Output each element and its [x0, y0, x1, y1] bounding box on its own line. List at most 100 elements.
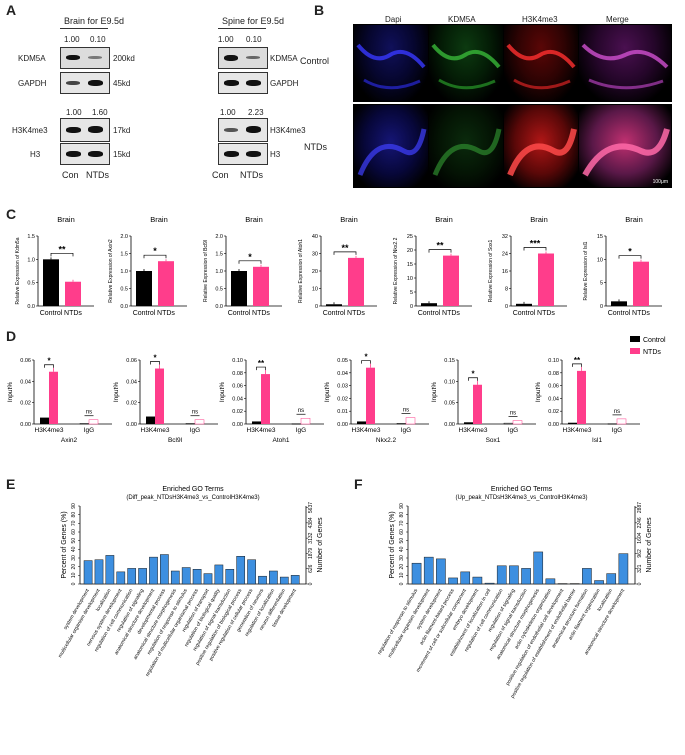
y-axis-label: Relative Expression of Kdm5a	[15, 237, 21, 304]
x-tick-label: Control	[418, 310, 441, 317]
significance-marker: *	[248, 252, 252, 262]
h3k4me3-ratio-spine-ntds: 2.23	[248, 108, 264, 117]
go-bar	[127, 568, 137, 585]
y-axis-label: Relative Expression of Atoh1	[298, 239, 304, 303]
y-tick-label: 2.0	[215, 234, 223, 240]
significance-marker: ns	[614, 409, 620, 415]
kdm5a-ratio-spine-con: 1.00	[218, 35, 234, 44]
y-axis-label: Relative Expression of Nkx2.2	[393, 237, 399, 304]
x-tick-label: H3K4me3	[247, 427, 276, 434]
gene-label: Sox1	[486, 437, 501, 444]
y-tick-label: 30	[312, 252, 318, 258]
spine-blot-title: Spine for E9.5d	[222, 16, 285, 26]
x-tick-label: IgG	[508, 427, 518, 434]
y-tick-label: 0.04	[232, 396, 243, 402]
y-tick-label: 1.5	[27, 234, 35, 240]
significance-marker: ***	[530, 239, 541, 249]
blot-kdm5a-spine	[218, 47, 268, 69]
y-tick-label: 30	[399, 555, 405, 561]
y-axis-label: Relative Expression of Sox1	[488, 240, 494, 303]
go-bar	[509, 565, 519, 585]
chart-title: Enriched GO Terms	[491, 486, 553, 493]
y-tick-label: 0.00	[20, 422, 31, 428]
col-header-kdm5a: KDM5A	[448, 15, 476, 24]
bar-ntds-igg	[300, 417, 311, 425]
y2-tick-label: 0	[308, 582, 314, 585]
y-tick-label: 60	[399, 529, 405, 535]
y-tick-label: 5	[600, 281, 603, 287]
y-axis-label: Relative Expression of Isl1	[583, 241, 589, 300]
panel-label-d: D	[6, 328, 17, 344]
bar-ntds-h3k4me3	[577, 370, 586, 424]
y2-tick-label: 2887	[637, 502, 643, 513]
y-axis-label: Percent of Genes (%)	[389, 511, 396, 578]
y-tick-label: 1.0	[215, 269, 223, 275]
y-tick-label: 20	[312, 269, 318, 275]
blot-label-gapdh: GAPDH	[18, 79, 47, 88]
go-bar	[170, 570, 180, 585]
y-tick-label: 0.10	[548, 358, 559, 364]
blot-label-gapdh-right: GAPDH	[270, 79, 299, 88]
row-label-ntds: NTDs	[304, 142, 327, 152]
bar-control-h3k4me3	[464, 422, 473, 424]
blot-label-h3k4me3-right: H3K4me3	[270, 126, 306, 135]
y-tick-label: 1.0	[120, 269, 128, 275]
y2-axis-label: Number of Genes	[646, 517, 653, 573]
y-tick-label: 0.5	[120, 287, 128, 293]
x-tick-label: NTDs	[64, 310, 82, 317]
bar-control-igg	[396, 423, 407, 425]
col-header-merge: Merge	[606, 15, 629, 24]
go-bar	[569, 583, 580, 585]
bar-ntds	[443, 255, 459, 306]
blot-h3-brain	[60, 143, 110, 165]
x-tick-label: NTDs	[537, 310, 555, 317]
significance-bracket	[50, 252, 74, 257]
go-bar	[448, 577, 458, 585]
y-tick-label: 25	[407, 234, 413, 240]
y-tick-label: 0.08	[232, 371, 243, 377]
y-tick-label: 0.02	[548, 409, 559, 415]
go-bar	[269, 570, 278, 585]
bar-control-h3k4me3	[568, 422, 577, 424]
blot-label-kdm5a-right: KDM5A	[270, 54, 298, 63]
go-bar	[214, 564, 224, 585]
y-tick-label: 0.06	[548, 384, 559, 390]
chart-title: Brain	[530, 215, 548, 224]
scale-bar-label: 100μm	[652, 179, 668, 185]
micrograph-ntds-dapi	[353, 104, 429, 188]
brain-title-underline	[60, 28, 108, 29]
x-tick-label: H3K4me3	[563, 427, 592, 434]
lane-label-con: Con	[62, 170, 79, 180]
blot-h3-spine	[218, 143, 268, 165]
significance-bracket	[428, 249, 452, 253]
y-axis-label: Input%	[324, 382, 331, 402]
significance-bracket	[238, 260, 262, 264]
bar-ntds-igg	[194, 419, 205, 425]
bar-control	[231, 271, 247, 306]
bar-control-igg	[607, 423, 618, 425]
significance-bracket	[361, 360, 371, 364]
y-tick-label: 0.10	[444, 379, 455, 385]
y-tick-label: 0.06	[20, 358, 31, 364]
y-tick-label: 0.04	[20, 379, 31, 385]
y-tick-label: 0	[399, 582, 405, 585]
go-bar	[618, 553, 629, 585]
go-bar	[247, 559, 256, 585]
y-tick-label: 16	[502, 269, 508, 275]
go-bar	[94, 559, 104, 585]
x-tick-label: H3K4me3	[141, 427, 170, 434]
go-bar	[594, 580, 604, 585]
panel-label-c: C	[6, 206, 17, 222]
y-tick-label: 30	[71, 555, 77, 561]
bar-ntds-igg	[405, 417, 416, 425]
y-axis-label: Input%	[535, 382, 542, 402]
bar-ntds-h3k4me3	[261, 374, 270, 424]
bar-ntds	[253, 266, 269, 306]
micrograph-control-h3k4me3	[503, 24, 579, 102]
y-tick-label: 0.02	[126, 401, 137, 407]
y-tick-label: 0.00	[548, 422, 559, 428]
micrograph-ntds-h3k4me3	[503, 104, 579, 188]
significance-marker: **	[258, 359, 265, 368]
y-tick-label: 0.00	[126, 422, 137, 428]
kdm5a-ratio-spine-ntds: 0.10	[246, 35, 262, 44]
